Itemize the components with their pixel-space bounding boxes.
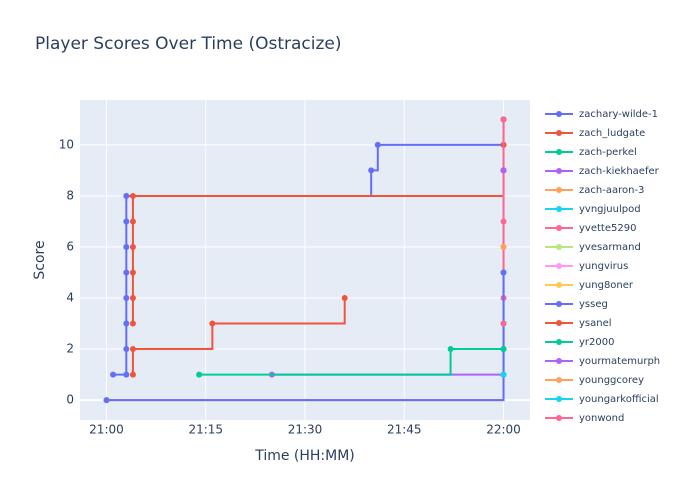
plot-area <box>103 116 507 404</box>
data-point <box>129 192 136 199</box>
data-point <box>500 346 507 353</box>
data-point <box>123 269 130 276</box>
legend-label[interactable]: zach-aaron-3 <box>579 185 644 196</box>
legend-label[interactable]: yonwond <box>579 413 624 424</box>
legend-label[interactable]: yungvirus <box>579 261 628 272</box>
legend-label[interactable]: zach-kiekhaefer <box>579 166 660 177</box>
legend-label[interactable]: younggcorey <box>579 375 644 386</box>
data-point <box>196 371 203 378</box>
x-tick-label: 22:00 <box>486 423 521 437</box>
legend-marker <box>556 187 562 193</box>
legend-marker <box>556 320 562 326</box>
x-tick-label: 21:15 <box>188 423 223 437</box>
legend-label[interactable]: zachary-wilde-1 <box>579 109 658 120</box>
data-point <box>123 243 130 250</box>
y-tick-label: 0 <box>66 393 74 407</box>
data-point <box>500 167 507 174</box>
legend-label[interactable]: zach_ludgate <box>579 128 645 139</box>
data-point <box>123 320 130 327</box>
legend-label[interactable]: yr2000 <box>579 337 614 348</box>
legend-marker <box>556 244 562 250</box>
legend-label[interactable]: zach-perkel <box>579 147 637 158</box>
data-point <box>500 218 507 225</box>
legend-marker <box>556 358 562 364</box>
data-point <box>368 167 375 174</box>
y-axis-label: Score <box>32 240 48 279</box>
data-point <box>129 346 136 353</box>
data-point <box>129 295 136 302</box>
x-axis-label: Time (HH:MM) <box>254 448 355 464</box>
data-point <box>209 320 216 327</box>
legend-label[interactable]: yvette5290 <box>579 223 636 234</box>
data-point <box>123 295 130 302</box>
data-point <box>123 192 130 199</box>
legend[interactable]: zachary-wilde-1 zach_ludgate zach-perkel za… <box>545 109 660 424</box>
legend-marker <box>556 111 562 117</box>
legend-marker <box>556 339 562 345</box>
y-tick-label: 10 <box>59 137 74 151</box>
legend-label[interactable]: yvesarmand <box>579 242 641 253</box>
data-point <box>103 397 110 404</box>
data-point <box>129 269 136 276</box>
y-tick-label: 8 <box>66 188 74 202</box>
data-point <box>129 371 136 378</box>
legend-marker <box>556 301 562 307</box>
legend-label[interactable]: ysseg <box>579 299 608 310</box>
data-point <box>500 320 507 327</box>
legend-label[interactable]: youngarkofficial <box>579 394 659 405</box>
x-tick-label: 21:30 <box>288 423 323 437</box>
data-point <box>500 269 507 276</box>
data-point <box>500 371 507 378</box>
data-point <box>129 218 136 225</box>
legend-label[interactable]: yung8oner <box>579 280 634 291</box>
legend-marker <box>556 225 562 231</box>
data-point <box>110 371 117 378</box>
legend-marker <box>556 282 562 288</box>
legend-marker <box>556 415 562 421</box>
chart-title: Player Scores Over Time (Ostracize) <box>35 34 342 54</box>
legend-marker <box>556 130 562 136</box>
data-point <box>129 243 136 250</box>
data-point <box>500 116 507 123</box>
legend-marker <box>556 206 562 212</box>
y-tick-label: 6 <box>66 239 74 253</box>
x-tick-label: 21:45 <box>387 423 422 437</box>
y-tick-label: 4 <box>66 291 74 305</box>
legend-marker <box>556 377 562 383</box>
data-point <box>123 346 130 353</box>
data-point <box>374 141 381 148</box>
y-tick-label: 2 <box>66 342 74 356</box>
legend-marker <box>556 396 562 402</box>
data-point <box>500 243 507 250</box>
data-point <box>341 295 348 302</box>
series-line <box>131 298 346 375</box>
legend-label[interactable]: ysanel <box>579 318 612 329</box>
data-point <box>129 320 136 327</box>
data-point <box>447 346 454 353</box>
legend-marker <box>556 168 562 174</box>
legend-marker <box>556 263 562 269</box>
legend-marker <box>556 149 562 155</box>
series-line <box>199 348 504 376</box>
data-point <box>123 371 130 378</box>
legend-label[interactable]: yvngjuulpod <box>579 204 641 215</box>
legend-label[interactable]: yourmatemurph <box>579 356 660 367</box>
x-tick-label: 21:00 <box>89 423 124 437</box>
data-point <box>123 218 130 225</box>
